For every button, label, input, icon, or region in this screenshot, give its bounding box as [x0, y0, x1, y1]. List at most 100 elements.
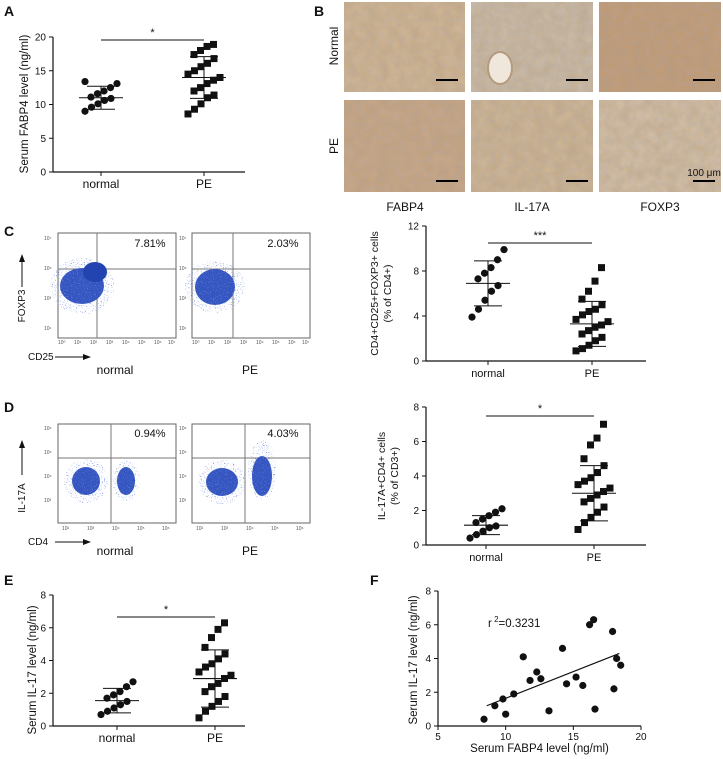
y-tick-label: 0	[413, 541, 419, 552]
data-point	[587, 513, 595, 521]
data-point	[591, 705, 599, 713]
data-point	[110, 704, 118, 712]
row-label-pe: PE	[327, 138, 341, 154]
data-point	[592, 337, 599, 345]
x-tick-label: 10	[500, 732, 512, 743]
data-point	[580, 455, 588, 463]
flow-plot-normal-foxp3: 7.81%	[50, 232, 177, 339]
data-point	[598, 321, 605, 329]
data-point	[537, 675, 545, 683]
flow-group-d-pe: PE	[242, 544, 258, 558]
data-point	[499, 695, 507, 703]
data-point	[480, 269, 489, 277]
data-point	[481, 296, 489, 304]
micrograph-normal-fabp4	[344, 2, 465, 92]
tick-label: 10³	[87, 526, 95, 532]
tick-label: 10⁴	[246, 526, 254, 532]
data-point	[491, 702, 499, 710]
tick-label: 10²	[62, 526, 70, 532]
y-tick-label: 12	[408, 222, 420, 233]
data-point	[214, 625, 222, 633]
tick-label: 10⁶	[288, 340, 296, 346]
data-point	[562, 680, 571, 688]
x-tick-label: normal	[99, 731, 136, 745]
data-point	[585, 287, 592, 295]
micrograph-normal-foxp3	[599, 2, 721, 92]
tick-label: 10⁷	[179, 236, 187, 242]
flow-plot-pe-foxp3: 2.03%	[185, 232, 311, 339]
column-label-foxp3: FOXP3	[640, 200, 680, 214]
tick-label: 10⁶	[296, 526, 304, 532]
data-point	[202, 663, 209, 671]
tick-label: 10⁷	[302, 340, 310, 346]
tick-label: 10⁷	[168, 340, 176, 346]
data-point	[227, 671, 235, 679]
data-point	[587, 494, 594, 502]
tick-label: 10⁶	[162, 526, 170, 532]
tick-label: 10⁵	[44, 450, 52, 456]
data-point	[487, 264, 495, 272]
data-point	[493, 256, 502, 264]
data-point	[210, 91, 218, 99]
flow-percent-d-normal: 0.94%	[134, 428, 165, 440]
data-point	[480, 715, 488, 723]
data-point	[103, 694, 111, 702]
data-point	[581, 519, 588, 527]
micrograph-normal-il17a	[471, 2, 593, 92]
data-point	[578, 330, 586, 338]
flow-group-c-pe: PE	[242, 363, 258, 377]
flow-percent-c-normal: 7.81%	[134, 238, 165, 250]
data-point	[195, 668, 203, 676]
data-point	[208, 683, 215, 691]
data-point	[197, 84, 204, 92]
tick-label: 10⁵	[138, 340, 146, 346]
y-tick-label: 2	[425, 688, 431, 699]
x-tick-label: normal	[469, 552, 503, 564]
flow-group-c-normal: normal	[97, 363, 134, 377]
data-point	[103, 707, 112, 715]
data-point	[598, 333, 606, 341]
data-point	[122, 683, 131, 691]
data-point	[545, 707, 553, 715]
tick-label: 10⁴	[112, 526, 120, 532]
y-tick-label: 20	[35, 33, 47, 44]
y-axis-label: IL-17A+CD4+ cells(% of CD3+)	[376, 432, 401, 520]
data-point	[468, 313, 476, 321]
chart-d-th17: 0 2 4 6 8 normal PE IL-17A+CD4+ cells(% of CD3+…	[376, 403, 646, 564]
data-point	[195, 714, 203, 722]
panel-label-f: F	[370, 572, 379, 588]
data-point	[600, 488, 607, 496]
data-point	[594, 469, 601, 477]
data-point	[558, 644, 567, 652]
y-tick-label: 0	[40, 722, 46, 733]
data-point	[202, 707, 209, 715]
x-tick-label: PE	[196, 177, 212, 191]
data-point	[498, 505, 506, 513]
y-axis-label: CD4+CD25+FOXP3+ cells(% of CD4+)	[369, 231, 394, 356]
x-tick-label: PE	[587, 552, 602, 564]
tick-label: 10³	[240, 340, 248, 346]
r-squared-annotation: r 2=0.3231	[488, 615, 540, 630]
y-tick-label: 15	[35, 66, 47, 77]
significance-marker: *	[164, 604, 169, 616]
column-label-fabp4: FABP4	[386, 200, 424, 214]
data-point	[204, 94, 211, 102]
panel-label-b: B	[314, 3, 324, 19]
data-point	[500, 246, 508, 254]
tick-label: 10⁵	[272, 340, 280, 346]
data-point	[221, 693, 229, 701]
data-point	[201, 643, 209, 651]
data-point	[197, 63, 205, 71]
data-point	[190, 87, 198, 95]
tick-label: 10⁵	[179, 450, 187, 456]
data-point	[203, 80, 211, 88]
significance-marker: *	[150, 27, 155, 39]
micrograph-pe-fabp4	[344, 100, 465, 192]
data-point	[191, 67, 198, 75]
data-point	[210, 40, 217, 48]
y-tick-label: 4	[425, 654, 431, 665]
y-tick-label: 6	[40, 623, 46, 634]
x-axis-label: Serum FABP4 level (ng/ml)	[470, 743, 609, 755]
data-point	[204, 59, 211, 67]
tick-label: 10¹	[179, 326, 187, 332]
